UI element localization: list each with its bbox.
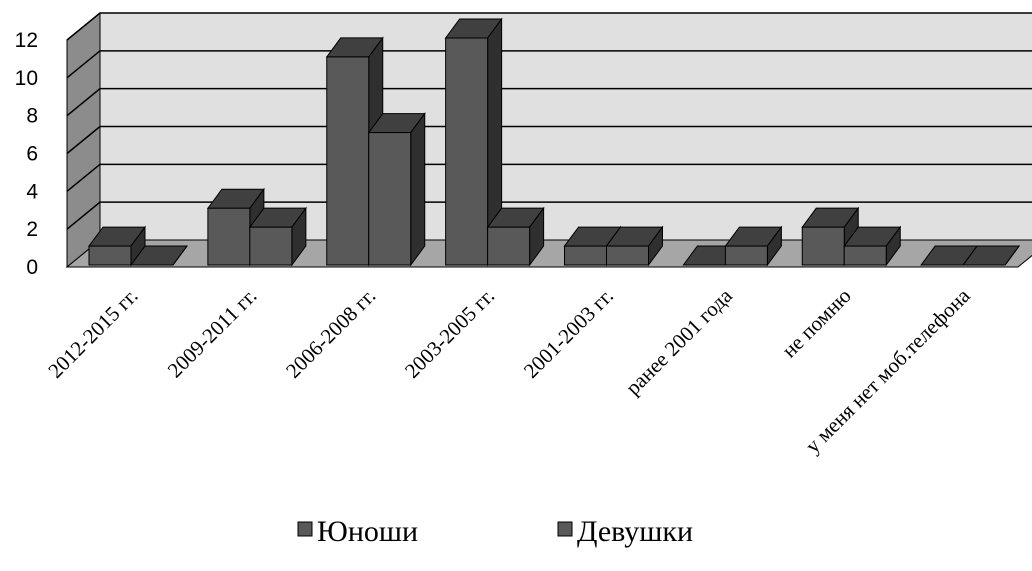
y-tick-label: 8 (26, 105, 38, 128)
gridline (66, 50, 1032, 79)
legend-label-series-1: Девушки (577, 515, 693, 548)
bar-front (445, 37, 489, 266)
bar-side (172, 245, 188, 266)
bar-front (368, 132, 412, 266)
y-axis-ticks: 0 2 4 6 8 10 12 (15, 29, 39, 279)
bar-side (1004, 245, 1020, 266)
bar-front (843, 245, 887, 266)
y-tick-label: 4 (26, 180, 38, 203)
x-axis-ticks: 2012-2015 гг. 2009-2011 гг. 2006-2008 гг. 2… (43, 283, 975, 458)
bar (130, 245, 188, 266)
legend-label-series-0: Юноши (317, 515, 418, 548)
bar (248, 206, 307, 267)
legend-swatch-series-0 (297, 521, 313, 537)
bar (724, 225, 783, 267)
gridline (66, 201, 1032, 230)
bar-front (326, 56, 370, 266)
bar-front (487, 226, 531, 266)
x-tick-label: 2001-2003 гг. (519, 284, 618, 383)
x-tick-label: 2012-2015 гг. (43, 284, 142, 383)
gridline (66, 163, 1032, 192)
bar-front (564, 245, 607, 266)
bar (962, 245, 1021, 266)
bar-front (88, 245, 132, 266)
x-tick-label: 2003-2005 гг. (400, 284, 499, 383)
x-tick-label: 2009-2011 гг. (163, 284, 262, 383)
bar-front (249, 226, 293, 266)
bar-front (801, 226, 845, 266)
gridlines (66, 12, 1032, 230)
gridline (66, 125, 1032, 155)
gridline (66, 12, 1032, 41)
y-tick-label: 6 (26, 143, 38, 166)
bar (444, 17, 503, 267)
bars (88, 17, 1021, 267)
bar (843, 225, 902, 267)
bar-side (410, 112, 426, 267)
bar-front (724, 245, 768, 266)
gridline (66, 87, 1032, 117)
legend: Юноши Девушки (297, 515, 693, 548)
bar (605, 225, 664, 267)
legend-swatch-series-1 (557, 521, 573, 537)
x-tick-label: ранее 2001 года (621, 283, 738, 400)
y-tick-label: 2 (26, 218, 38, 241)
bar (486, 206, 545, 267)
bar (367, 112, 426, 267)
y-tick-label: 10 (15, 67, 38, 90)
x-tick-label: не помню (777, 284, 856, 363)
x-tick-label: 2006-2008 гг. (281, 284, 380, 383)
y-tick-label: 12 (15, 29, 38, 52)
bar-front (606, 245, 649, 266)
bar-front (207, 207, 251, 266)
y-tick-label: 0 (26, 256, 38, 279)
